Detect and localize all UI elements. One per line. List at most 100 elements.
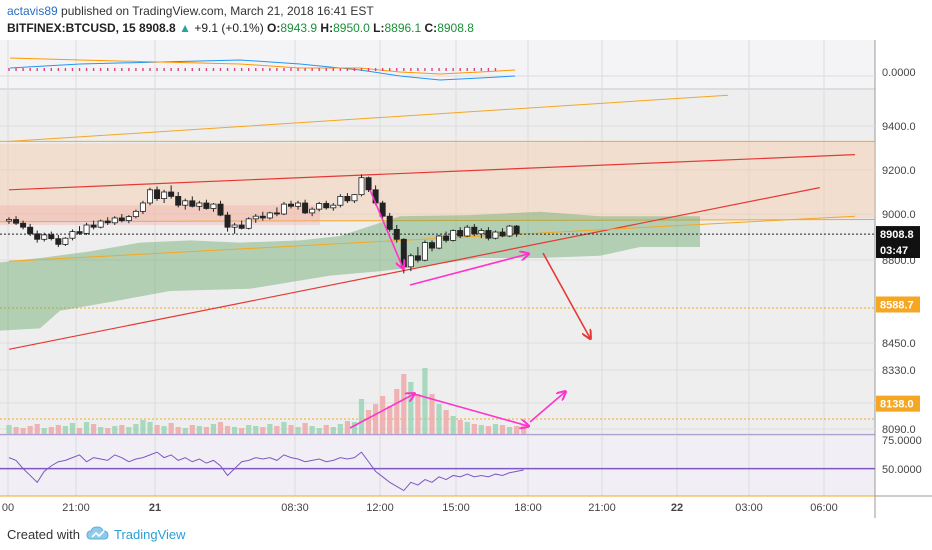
candle xyxy=(295,200,302,210)
volume-bar xyxy=(499,425,506,434)
volume-bar xyxy=(224,426,231,434)
candle-down xyxy=(34,233,41,240)
volume-bar xyxy=(76,428,83,434)
candle-down xyxy=(224,214,231,228)
candle-up xyxy=(252,215,259,220)
candle xyxy=(118,214,125,223)
volume-bar xyxy=(295,427,301,434)
candle-down xyxy=(428,242,435,249)
volume-bar xyxy=(217,422,224,434)
candle xyxy=(161,189,168,203)
static-layer xyxy=(0,57,876,497)
candle xyxy=(6,217,12,224)
volume-bar xyxy=(401,374,407,434)
volume-bar xyxy=(126,427,132,434)
price-label-text: 8138.0 xyxy=(880,399,914,411)
candle xyxy=(506,225,513,238)
candle xyxy=(450,229,457,242)
up-arrow-icon: ▲ xyxy=(179,21,191,35)
time-tick-label: 06:00 xyxy=(810,502,838,514)
annotation-arrow xyxy=(542,252,590,338)
volume-bar xyxy=(83,422,90,434)
price-label-text: 03:47 xyxy=(880,245,908,257)
time-tick-label: 12:00 xyxy=(366,502,394,514)
trend-line xyxy=(8,94,729,142)
price-label-box xyxy=(876,296,920,313)
candle-up xyxy=(295,202,302,207)
ohlc-line: BITFINEX:BTCUSD, 15 8908.8 ▲ +9.1 (+0.1%… xyxy=(7,21,474,35)
open-label: O: xyxy=(267,21,281,35)
chart-canvas[interactable]: 9400.09200.09000.08800.08450.08330.08210… xyxy=(0,40,932,518)
low-label: L: xyxy=(373,21,385,35)
candle-up xyxy=(421,242,428,261)
macd-pane xyxy=(0,40,875,88)
volume-bar xyxy=(281,422,287,434)
change-value: +9.1 (+0.1%) xyxy=(194,21,264,35)
candle-down xyxy=(471,226,478,235)
volume-bar xyxy=(182,428,188,434)
volume-bar xyxy=(239,428,245,434)
volume-bar xyxy=(485,426,491,434)
candle-up xyxy=(111,217,118,224)
candle-up xyxy=(337,195,344,206)
candle xyxy=(76,226,83,235)
candle xyxy=(245,217,252,230)
candle-up xyxy=(139,202,146,212)
candle-down xyxy=(443,235,450,241)
candle xyxy=(48,231,55,241)
tradingview-link[interactable]: TradingView xyxy=(114,527,186,542)
volume-bar xyxy=(20,428,26,434)
volume-bar xyxy=(260,427,266,434)
ichimoku-cloud xyxy=(0,211,700,331)
candle-down xyxy=(90,224,97,228)
candle xyxy=(27,223,34,236)
candle xyxy=(393,225,400,243)
volume-bar xyxy=(373,404,379,434)
candle-down xyxy=(400,238,407,268)
candle xyxy=(436,234,443,250)
time-tick-label: 03:00 xyxy=(735,502,763,514)
volume-bar xyxy=(450,416,456,434)
rsi-tick-label: 50.0000 xyxy=(882,464,922,476)
volume-bar xyxy=(274,426,280,434)
candle-up xyxy=(436,235,443,249)
volume-bar xyxy=(13,427,19,434)
volume-bar xyxy=(394,389,400,434)
candle xyxy=(55,234,62,247)
volume-bar xyxy=(119,425,125,434)
candle xyxy=(266,211,273,220)
annotation-arrow xyxy=(409,254,528,286)
candle-down xyxy=(365,177,372,191)
candle-down xyxy=(499,231,506,237)
candle xyxy=(457,227,464,239)
candle-down xyxy=(513,225,520,235)
volume-bar xyxy=(91,424,97,434)
candle-up xyxy=(83,224,90,234)
volume-bar xyxy=(464,422,470,434)
volume-bar xyxy=(41,428,47,434)
price-tick-label: 9000.0 xyxy=(882,209,916,221)
close-label: C: xyxy=(424,21,438,35)
candle-up xyxy=(132,210,139,218)
candle-down xyxy=(379,202,386,217)
candle xyxy=(323,200,330,210)
candle-up xyxy=(182,200,189,206)
candle-down xyxy=(393,228,400,240)
volume-bar xyxy=(337,424,343,434)
volume-bar xyxy=(443,410,449,434)
volume-bar xyxy=(69,423,76,434)
price-label-box xyxy=(876,395,920,412)
candle-up xyxy=(280,203,287,215)
candle xyxy=(231,222,238,234)
volume-bar xyxy=(27,426,33,434)
candle-up xyxy=(97,220,104,228)
author-link[interactable]: actavis89 xyxy=(7,4,58,18)
candle xyxy=(499,228,506,238)
candle xyxy=(97,219,104,229)
fib-band xyxy=(0,141,875,222)
candle xyxy=(111,216,118,225)
volume-bar xyxy=(140,420,146,434)
candle xyxy=(69,229,76,241)
time-tick-label: 15:00 xyxy=(442,502,470,514)
volume-bar xyxy=(168,423,174,434)
